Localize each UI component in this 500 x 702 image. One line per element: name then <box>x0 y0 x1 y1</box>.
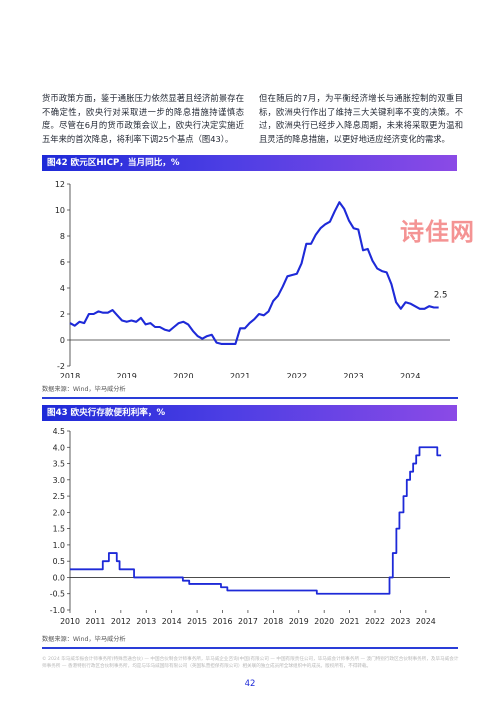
x-tick-label: 2014 <box>162 617 182 626</box>
body-text-left: 货币政策方面，鉴于通胀压力依然显著且经济前景存在不确定性，欧央行对采取进一步的降… <box>42 92 244 146</box>
body-paragraph-left: 货币政策方面，鉴于通胀压力依然显著且经济前景存在不确定性，欧央行对采取进一步的降… <box>42 93 244 144</box>
x-tick-label: 2010 <box>60 617 80 626</box>
figure-42-title: 图42 欧元区HICP，当月同比，% <box>42 155 457 171</box>
x-tick-label: 2018 <box>60 372 80 378</box>
x-tick-label: 2024 <box>416 617 436 626</box>
x-tick-label: 2023 <box>391 617 411 626</box>
figure-42-divider <box>42 397 458 399</box>
body-text-right: 但在随后的7月，为平衡经济增长与通胀控制的双重目标，欧洲央行作出了维持三大关键利… <box>259 92 463 146</box>
y-tick-label: -2 <box>57 362 65 371</box>
x-tick-label: 2016 <box>213 617 233 626</box>
y-tick-label: 4.5 <box>53 427 65 436</box>
y-tick-label: -1.0 <box>50 606 65 615</box>
y-tick-label: 10 <box>55 206 65 215</box>
x-tick-label: 2019 <box>117 372 137 378</box>
x-tick-label: 2020 <box>173 372 193 378</box>
y-tick-label: 4 <box>60 284 65 293</box>
x-tick-label: 2023 <box>343 372 363 378</box>
y-tick-label: 1.5 <box>53 525 65 534</box>
figure-42-chart: -2 0 2 4 6 8 10 12 2018 2019 2020 2021 2022 2023 2024 2… <box>55 180 450 378</box>
x-tick-label: 2011 <box>85 617 105 626</box>
x-tick-label: 2019 <box>289 617 309 626</box>
y-tick-label: 0 <box>60 336 65 345</box>
data-series-line <box>70 446 442 595</box>
y-tick-label: 0.5 <box>53 557 65 566</box>
y-tick-label: 1.0 <box>53 541 65 550</box>
page-number: 42 <box>244 679 256 689</box>
x-tick-label: 2017 <box>238 617 258 626</box>
y-tick-label: 4.0 <box>53 443 65 452</box>
figure-43-source: 数据来源：Wind，毕马威分析 <box>42 636 126 643</box>
figure-43-title: 图43 欧央行存款便利利率，% <box>42 405 457 421</box>
figure-42-source: 数据来源：Wind，毕马威分析 <box>42 386 126 393</box>
end-value-label: 2.5 <box>434 291 448 301</box>
data-series-line <box>69 201 439 345</box>
x-tick-label: 2020 <box>314 617 334 626</box>
y-tick-label: -0.5 <box>50 590 65 599</box>
x-tick-label: 2018 <box>263 617 283 626</box>
y-tick-label: 6 <box>60 258 65 267</box>
y-tick-label: 0.0 <box>53 573 65 582</box>
x-tick-label: 2024 <box>400 372 420 378</box>
body-paragraph-right: 但在随后的7月，为平衡经济增长与通胀控制的双重目标，欧洲央行作出了维持三大关键利… <box>259 93 463 144</box>
watermark: 诗佳网 <box>400 218 475 246</box>
y-tick-label: 2 <box>60 310 65 319</box>
x-tick-label: 2012 <box>111 617 131 626</box>
figure-43-divider <box>42 647 458 649</box>
y-tick-label: 12 <box>55 180 65 189</box>
x-tick-label: 2022 <box>287 372 307 378</box>
x-tick-label: 2021 <box>340 617 360 626</box>
y-tick-label: 2.0 <box>53 508 65 517</box>
x-tick-label: 2013 <box>136 617 156 626</box>
y-tick-label: 2.5 <box>53 492 65 501</box>
copyright-footer: © 2024 毕马威华振会计师事务所(特殊普通合伙) — 中国合伙制会计师事务所… <box>42 657 459 669</box>
x-tick-label: 2022 <box>365 617 385 626</box>
y-tick-label: 3.0 <box>53 476 65 485</box>
y-tick-label: 8 <box>60 232 65 241</box>
y-tick-label: 3.5 <box>53 460 65 469</box>
x-tick-label: 2015 <box>187 617 207 626</box>
x-tick-label: 2021 <box>230 372 250 378</box>
figure-43-chart: -1.0 -0.5 0.0 0.5 1.0 1.5 2.0 2.5 3.0 3.5 4.0 4.5 20… <box>50 427 450 626</box>
